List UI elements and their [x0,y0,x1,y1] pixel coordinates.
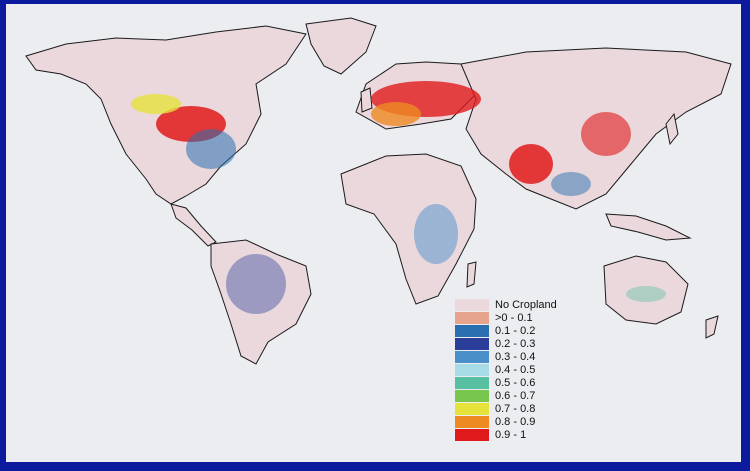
legend-swatch [455,311,489,324]
map-panel: No Cropland >0 - 0.1 0.1 - 0.2 0.2 - 0.3… [6,4,741,462]
southeast-asia-islands [605,213,692,241]
legend-item: 0.2 - 0.3 [455,337,565,350]
map-legend: No Cropland >0 - 0.1 0.1 - 0.2 0.2 - 0.3… [455,298,565,441]
british-isles [360,87,373,113]
legend-item: 0.7 - 0.8 [455,402,565,415]
continents [25,17,732,365]
legend-item: 0.1 - 0.2 [455,324,565,337]
cropland-intensity [131,81,666,314]
japan [665,112,679,146]
new-zealand [705,315,719,339]
legend-swatch [455,389,489,402]
legend-label: 0.4 - 0.5 [495,363,536,376]
legend-swatch [455,324,489,337]
australia [603,255,689,325]
legend-label: 0.8 - 0.9 [495,415,536,428]
legend-swatch [455,337,489,350]
legend-label: 0.5 - 0.6 [495,376,536,389]
legend-item: 0.4 - 0.5 [455,363,565,376]
legend-label: >0 - 0.1 [495,311,533,324]
legend-item: 0.3 - 0.4 [455,350,565,363]
legend-swatch [455,428,489,441]
world-cropland-map [25,17,732,365]
legend-item: 0.5 - 0.6 [455,376,565,389]
greenland [305,17,377,75]
africa [340,153,477,305]
legend-label: 0.1 - 0.2 [495,324,536,337]
legend-swatch [455,402,489,415]
legend-item: 0.8 - 0.9 [455,415,565,428]
legend-label: 0.9 - 1 [495,428,527,441]
legend-swatch [455,376,489,389]
legend-label: 0.3 - 0.4 [495,350,536,363]
south-america [210,239,312,365]
legend-item: No Cropland [455,298,565,311]
legend-swatch [455,298,489,311]
legend-item: >0 - 0.1 [455,311,565,324]
madagascar [466,261,477,288]
legend-label: 0.7 - 0.8 [495,402,536,415]
central-america [170,203,217,247]
legend-swatch [455,415,489,428]
legend-swatch [455,350,489,363]
legend-label: 0.6 - 0.7 [495,389,536,402]
legend-label: 0.2 - 0.3 [495,337,536,350]
legend-label: No Cropland [495,298,557,311]
legend-item: 0.6 - 0.7 [455,389,565,402]
legend-swatch [455,363,489,376]
legend-item: 0.9 - 1 [455,428,565,441]
